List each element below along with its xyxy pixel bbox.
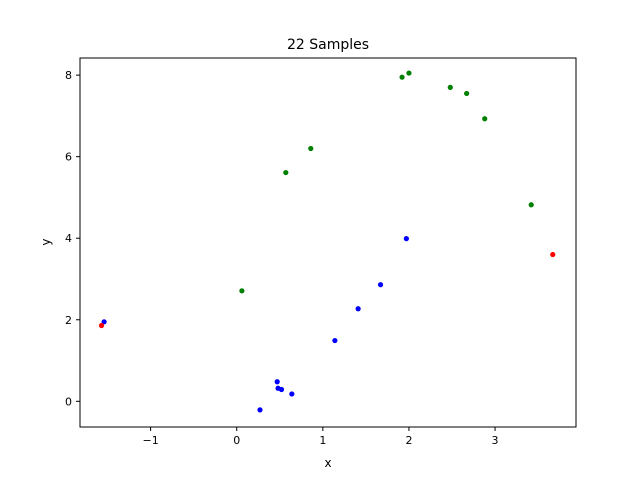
- data-point: [257, 407, 263, 413]
- x-tick-label: 2: [405, 434, 412, 447]
- data-point: [482, 116, 488, 122]
- y-tick-label: 6: [65, 151, 72, 164]
- data-point: [332, 337, 338, 344]
- data-point: [101, 319, 107, 325]
- y-axis-ticks: 0 2 4 6 8: [65, 69, 80, 408]
- data-point: [308, 145, 314, 152]
- y-axis-label: y: [39, 238, 53, 245]
- data-point: [399, 74, 405, 80]
- y-tick-label: 4: [65, 232, 72, 245]
- y-tick-label: 8: [65, 69, 72, 82]
- data-point: [289, 391, 295, 397]
- x-tick-label: 1: [319, 434, 326, 447]
- data-point: [406, 70, 412, 76]
- axes-frame: [79, 57, 577, 428]
- chart-title: 22 Samples: [287, 37, 369, 53]
- data-point: [278, 386, 285, 393]
- data-point: [447, 84, 453, 90]
- data-point: [274, 379, 280, 385]
- data-point: [239, 288, 245, 294]
- plot-area: [80, 58, 576, 427]
- y-tick-label: 2: [65, 314, 72, 327]
- x-tick-label: 0: [233, 434, 240, 447]
- x-axis-ticks: −1 0 1 2 3: [143, 427, 499, 447]
- x-tick-label: 3: [492, 434, 499, 447]
- data-point: [98, 322, 105, 329]
- data-point: [377, 282, 384, 288]
- data-point: [403, 236, 409, 242]
- y-tick-label: 0: [65, 395, 72, 408]
- data-point: [528, 202, 534, 208]
- data-point: [355, 306, 361, 312]
- x-axis-label: x: [324, 456, 331, 470]
- data-point: [283, 169, 289, 176]
- data-point: [550, 251, 556, 258]
- x-tick-label: −1: [143, 434, 159, 447]
- data-point: [464, 90, 470, 97]
- data-points: [98, 70, 556, 413]
